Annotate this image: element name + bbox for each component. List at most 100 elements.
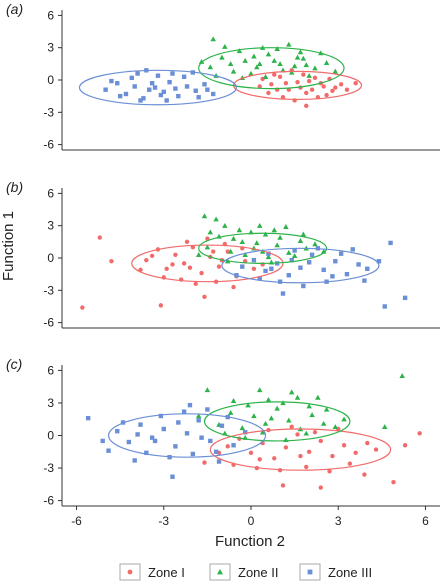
point-zone-i	[202, 460, 207, 465]
point-zone-iii	[251, 257, 257, 263]
point-zone-ii	[274, 46, 280, 51]
point-zone-ii	[201, 213, 208, 219]
point-zone-i	[304, 103, 309, 109]
ellipse-zone-ii	[198, 232, 328, 264]
point-zone-ii	[195, 252, 202, 257]
point-zone-ii	[286, 41, 292, 47]
point-zone-ii	[271, 57, 278, 63]
point-zone-iii	[115, 81, 120, 86]
point-zone-ii	[251, 413, 257, 419]
legend: Zone I Zone II Zone III	[119, 563, 372, 581]
point-zone-i	[373, 447, 379, 452]
point-zone-iii	[338, 251, 344, 256]
scatter-panel-3: (c) 6 3 0 -3 -6 -6 -3 0 3 6	[6, 356, 440, 528]
point-zone-iii	[382, 304, 387, 309]
point-zone-iii	[333, 259, 338, 264]
point-zone-i	[283, 445, 289, 450]
point-zone-iii	[402, 295, 408, 301]
legend-marker-zone-i	[127, 569, 133, 575]
point-zone-i	[164, 266, 169, 271]
x-tick-label: 3	[335, 514, 342, 528]
legend-marker-zone-ii	[217, 569, 223, 575]
point-zone-i	[306, 78, 312, 84]
x-tick-label: 6	[422, 514, 429, 528]
point-zone-iii	[173, 444, 178, 449]
point-zone-ii	[297, 238, 304, 243]
point-zone-ii	[254, 240, 260, 246]
point-zone-ii	[312, 241, 318, 247]
ellipse-zone-i	[209, 428, 392, 471]
y-tick-label: 6	[47, 363, 54, 377]
point-zone-iii	[158, 413, 164, 419]
y-tick-label: 3	[47, 219, 54, 233]
point-zone-i	[318, 438, 323, 444]
point-zone-iii	[149, 81, 155, 86]
point-zone-ii	[230, 398, 237, 403]
point-zone-ii	[280, 400, 286, 406]
point-zone-ii	[323, 406, 330, 412]
point-zone-iii	[388, 240, 393, 246]
point-zone-iii	[170, 71, 175, 76]
point-zone-iii	[298, 265, 303, 270]
point-zone-ii	[227, 409, 234, 415]
point-zone-iii	[196, 95, 201, 100]
point-zone-ii	[306, 72, 312, 78]
point-zone-iii	[330, 274, 335, 279]
point-zone-iii	[344, 271, 350, 277]
point-zone-i	[149, 253, 155, 259]
point-zone-ii	[213, 216, 219, 222]
y-tick-label: -3	[43, 283, 54, 297]
point-zone-iii	[109, 78, 114, 84]
point-zone-ii	[251, 53, 257, 59]
point-zone-ii	[399, 373, 405, 379]
point-zone-iii	[286, 273, 291, 278]
point-zone-iii	[301, 283, 306, 289]
point-zone-ii	[277, 61, 283, 67]
point-zone-iii	[158, 92, 164, 98]
ellipse-zone-ii	[203, 401, 351, 442]
point-zone-i	[333, 85, 338, 90]
point-zone-i	[309, 87, 315, 92]
point-zone-iii	[103, 87, 108, 92]
point-zone-i	[257, 457, 262, 462]
panel-label: (c)	[6, 356, 22, 372]
point-zone-ii	[303, 430, 309, 436]
y-tick-label: 0	[47, 73, 54, 87]
point-zone-i	[417, 431, 422, 436]
point-zone-i	[173, 252, 178, 257]
point-zone-iii	[152, 85, 158, 90]
point-zone-ii	[332, 424, 339, 430]
point-zone-i	[344, 87, 350, 92]
legend-label-zone-iii: Zone III	[328, 565, 372, 580]
y-tick-label: -6	[43, 138, 54, 152]
point-zone-i	[181, 261, 187, 266]
point-zone-i	[170, 262, 175, 267]
point-zone-ii	[227, 61, 234, 67]
point-zone-iii	[106, 448, 111, 453]
point-zone-iii	[216, 459, 222, 464]
point-zone-iii	[132, 458, 137, 463]
point-zone-i	[193, 281, 198, 287]
point-zone-iii	[167, 79, 172, 85]
point-zone-iii	[242, 430, 248, 435]
legend-marker-zone-iii	[307, 569, 313, 575]
point-zone-iii	[257, 276, 262, 281]
point-zone-iii	[170, 474, 175, 479]
point-zone-iii	[240, 264, 245, 269]
point-zone-iii	[123, 91, 129, 97]
point-zone-i	[301, 72, 306, 77]
point-zone-ii	[207, 229, 214, 235]
point-zone-i	[248, 450, 254, 456]
point-zone-iii	[350, 247, 355, 252]
point-zone-i	[312, 430, 318, 435]
point-zone-i	[144, 257, 149, 263]
point-zone-i	[266, 90, 271, 96]
y-tick-label: -3	[43, 105, 54, 119]
point-zone-ii	[274, 242, 280, 248]
point-zone-iii	[126, 439, 132, 445]
point-zone-i	[202, 294, 207, 299]
point-zone-ii	[309, 412, 315, 418]
x-tick-label: -6	[71, 514, 82, 528]
point-zone-iii	[199, 435, 204, 440]
